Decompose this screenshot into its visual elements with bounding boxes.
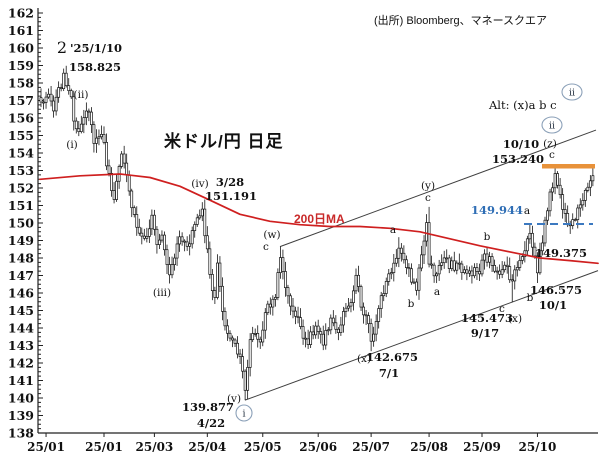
svg-text:25/07: 25/07: [352, 440, 390, 454]
svg-text:141: 141: [8, 373, 34, 388]
svg-text:142: 142: [8, 355, 34, 370]
svg-text:153.240: 153.240: [492, 152, 544, 166]
svg-text:25/04: 25/04: [188, 440, 226, 454]
svg-text:142.675: 142.675: [366, 350, 418, 364]
svg-text:a: a: [390, 224, 396, 236]
svg-text:10/10: 10/10: [503, 137, 539, 151]
svg-text:161: 161: [8, 23, 34, 38]
svg-text:146.575: 146.575: [530, 283, 582, 297]
svg-text:b: b: [527, 292, 534, 304]
svg-text:150: 150: [8, 215, 34, 230]
svg-text:25/01: 25/01: [85, 440, 123, 454]
svg-text:ii: ii: [569, 88, 575, 99]
svg-text:4/22: 4/22: [197, 416, 225, 430]
svg-text:25/06: 25/06: [299, 440, 337, 454]
ma-200-label: 200日MA: [294, 212, 345, 226]
svg-text:145.473: 145.473: [461, 311, 513, 325]
svg-text:(i): (i): [66, 139, 78, 151]
svg-text:(ii): (ii): [74, 89, 89, 101]
svg-text:146: 146: [8, 285, 34, 300]
svg-text:149.944: 149.944: [471, 203, 523, 217]
svg-text:158: 158: [8, 75, 34, 90]
svg-text:c: c: [263, 241, 269, 253]
svg-text:25/01: 25/01: [27, 440, 65, 454]
svg-text:Alt: (x)a b c: Alt: (x)a b c: [488, 98, 557, 112]
svg-text:143: 143: [8, 338, 34, 353]
svg-text:b: b: [408, 298, 415, 310]
svg-text:138: 138: [8, 425, 34, 440]
svg-text:149.375: 149.375: [535, 246, 587, 260]
svg-text:162: 162: [8, 5, 34, 20]
svg-text:25/03: 25/03: [136, 440, 174, 454]
svg-text:9/17: 9/17: [471, 326, 499, 340]
svg-text:159: 159: [8, 58, 34, 73]
circled-wave-label: [541, 116, 563, 134]
svg-text:156: 156: [8, 110, 34, 125]
svg-text:158.825: 158.825: [69, 60, 121, 74]
svg-text:152: 152: [8, 180, 34, 195]
svg-text:(x): (x): [357, 353, 371, 365]
source-note: (出所) Bloomberg、マネースクエア: [374, 15, 548, 27]
svg-text:151.191: 151.191: [205, 189, 257, 203]
svg-text:139.877: 139.877: [182, 400, 234, 414]
chart-title: 米ドル/円 日足: [164, 132, 284, 151]
svg-text:c: c: [549, 149, 555, 161]
svg-text:140: 140: [8, 390, 34, 405]
svg-text:3/28: 3/28: [216, 175, 244, 189]
ma-200-line: [39, 173, 599, 265]
svg-text:(iii): (iii): [153, 287, 171, 299]
svg-text:139: 139: [8, 408, 34, 423]
svg-text:c: c: [499, 303, 505, 315]
svg-text:'25/1/10: '25/1/10: [70, 41, 122, 55]
svg-text:147: 147: [8, 268, 34, 283]
svg-text:148: 148: [8, 250, 34, 265]
svg-text:(x): (x): [508, 313, 522, 325]
svg-text:25/08: 25/08: [410, 440, 448, 454]
svg-text:(w): (w): [263, 229, 280, 241]
svg-text:(iv): (iv): [191, 178, 208, 190]
svg-text:a: a: [524, 205, 530, 217]
svg-text:154: 154: [8, 145, 34, 160]
svg-text:(z): (z): [543, 138, 557, 150]
circled-wave-label: [561, 83, 583, 101]
svg-text:c: c: [425, 192, 431, 204]
svg-text:157: 157: [8, 93, 34, 108]
lower-trend-line: [244, 270, 599, 401]
svg-text:25/05: 25/05: [244, 440, 282, 454]
svg-text:151: 151: [8, 198, 34, 213]
svg-text:2: 2: [57, 38, 67, 57]
svg-text:25/09: 25/09: [463, 440, 501, 454]
svg-text:7/1: 7/1: [379, 366, 399, 380]
svg-text:ii: ii: [549, 121, 555, 132]
circled-wave-label: [235, 404, 253, 422]
svg-text:144: 144: [8, 320, 34, 335]
svg-text:b: b: [484, 231, 491, 243]
svg-text:155: 155: [8, 128, 34, 143]
svg-text:i: i: [242, 409, 245, 420]
svg-text:10/1: 10/1: [539, 298, 567, 312]
svg-text:25/10: 25/10: [519, 440, 557, 454]
svg-text:149: 149: [8, 233, 34, 248]
svg-text:153: 153: [8, 163, 34, 178]
svg-text:(y): (y): [421, 180, 435, 192]
svg-text:145: 145: [8, 303, 34, 318]
svg-text:a: a: [434, 286, 440, 298]
svg-text:160: 160: [8, 40, 34, 55]
svg-text:(v): (v): [227, 393, 241, 405]
